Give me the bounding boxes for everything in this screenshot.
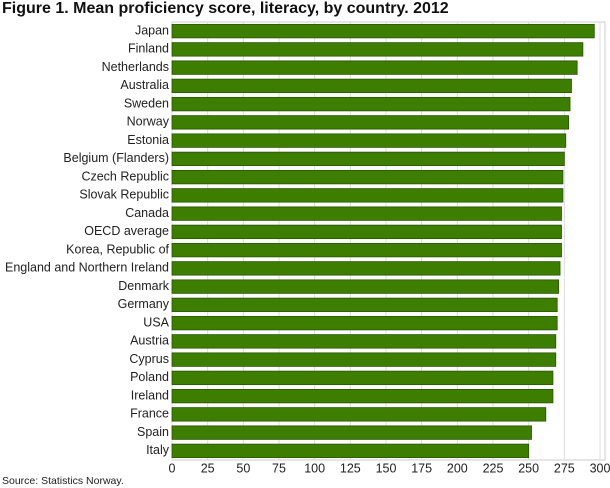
x-tick-label: 25 xyxy=(201,461,215,475)
x-tick-label: 275 xyxy=(554,461,575,475)
y-tick-label: Sweden xyxy=(124,96,169,110)
x-tick-label: 250 xyxy=(518,461,539,475)
y-tick-label: Belgium (Flanders) xyxy=(63,151,169,165)
y-tick-label: Czech Republic xyxy=(81,169,169,183)
bar xyxy=(171,78,572,94)
x-tick-label: 75 xyxy=(272,461,286,475)
bar xyxy=(171,151,565,167)
y-tick-label: Korea, Republic of xyxy=(66,242,169,256)
y-tick-label: Netherlands xyxy=(102,60,169,74)
bar xyxy=(171,206,562,221)
bar xyxy=(171,169,564,185)
bar xyxy=(171,425,532,440)
y-tick-label: England and Northern Ireland xyxy=(5,261,169,275)
bar xyxy=(171,352,557,367)
bar xyxy=(171,23,595,39)
source: Source: Statistics Norway. xyxy=(2,475,124,487)
bar xyxy=(171,297,558,313)
y-tick-label: Germany xyxy=(118,297,170,311)
bar xyxy=(171,279,560,294)
y-tick-label: Austria xyxy=(130,334,169,348)
x-tick-label: 50 xyxy=(236,461,250,475)
y-tick-label: Cyprus xyxy=(129,352,169,366)
x-tick-label: 300 xyxy=(590,461,610,475)
bar xyxy=(171,42,584,57)
y-tick-label: Canada xyxy=(125,206,169,220)
y-tick-label: Italy xyxy=(146,443,170,457)
bar xyxy=(171,133,567,148)
bar xyxy=(171,224,562,240)
y-tick-label: USA xyxy=(143,315,169,329)
bar xyxy=(171,188,564,203)
y-tick-label: Slovak Republic xyxy=(79,188,169,202)
bar xyxy=(171,315,558,331)
y-tick-label: Australia xyxy=(120,78,169,92)
y-tick-label: Estonia xyxy=(127,133,169,147)
y-tick-label: France xyxy=(130,407,169,421)
bar xyxy=(171,334,557,349)
bar xyxy=(171,261,561,276)
y-tick-label: Japan xyxy=(135,23,169,37)
bar xyxy=(171,115,570,130)
bar xyxy=(171,388,554,404)
bar xyxy=(171,60,578,75)
y-tick-label: OECD average xyxy=(84,224,169,238)
x-tick-label: 175 xyxy=(411,461,432,475)
x-tick-label: 150 xyxy=(376,461,397,475)
bar xyxy=(171,407,547,422)
chart-title: Figure 1. Mean proficiency score, litera… xyxy=(2,0,449,17)
x-tick-label: 225 xyxy=(483,461,504,475)
x-tick-label: 0 xyxy=(169,461,176,475)
y-tick-label: Norway xyxy=(127,115,170,129)
y-tick-label: Finland xyxy=(128,42,169,56)
x-tick-label: 125 xyxy=(340,461,361,475)
x-tick-label: 200 xyxy=(447,461,468,475)
y-tick-label: Ireland xyxy=(131,388,169,402)
bar xyxy=(171,370,554,386)
bar xyxy=(171,443,530,459)
bar xyxy=(171,96,571,112)
x-tick-label: 100 xyxy=(304,461,325,475)
y-tick-label: Denmark xyxy=(118,279,169,293)
y-tick-label: Poland xyxy=(130,370,169,384)
bar xyxy=(171,242,562,258)
y-tick-label: Spain xyxy=(137,425,169,439)
